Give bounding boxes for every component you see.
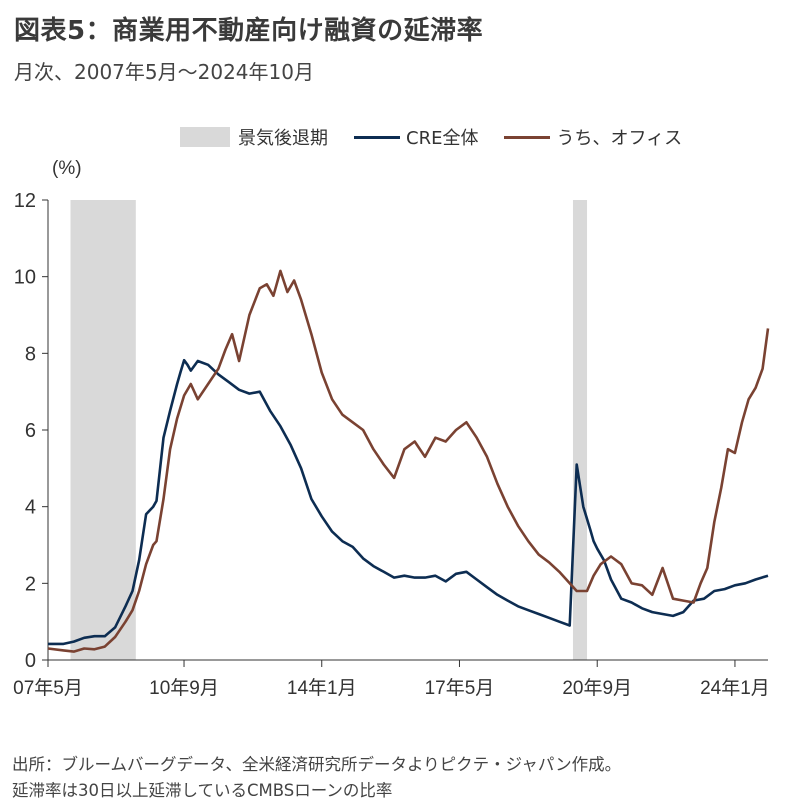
- legend-label-cre-total: CRE全体: [406, 128, 479, 149]
- legend-item-office: うち、オフィス: [504, 124, 682, 150]
- source-line-2: 延滞率は30日以上延滞しているCMBSローンの比率: [12, 781, 393, 800]
- y-tick-label-2: 2: [25, 573, 36, 595]
- source-note: 出所：ブルームバーグデータ、全米経済研究所データよりピクテ・ジャパン作成。 延滞…: [12, 752, 621, 804]
- y-tick-label-6: 6: [25, 420, 36, 442]
- y-axis-unit-label: (%): [52, 158, 82, 179]
- y-tick-label-4: 4: [25, 497, 36, 519]
- legend-label-recession: 景気後退期: [238, 128, 328, 149]
- x-tick-label-3: 14年1月: [287, 677, 357, 699]
- legend-swatch-recession: [180, 127, 230, 147]
- legend-swatch-cre-total: [354, 135, 400, 139]
- legend-item-recession: 景気後退期: [180, 124, 328, 150]
- y-tick-label-12: 12: [14, 190, 36, 212]
- series-line-cre-total: [48, 358, 769, 646]
- legend: 景気後退期 CRE全体 うち、オフィス: [180, 124, 708, 150]
- chart-title: 図表5：商業用不動産向け融資の延滞率: [14, 16, 484, 46]
- recession-band-1: [70, 200, 136, 660]
- x-tick-label-1: 07年5月: [13, 677, 83, 699]
- series-line-office: [47, 269, 770, 653]
- legend-swatch-office: [504, 135, 551, 139]
- legend-label-office: うち、オフィス: [556, 128, 683, 149]
- x-tick-label-5: 20年9月: [562, 677, 632, 699]
- recession-band-2: [572, 200, 588, 660]
- y-tick-label-0: 0: [25, 650, 36, 672]
- x-tick-label-6: 24年1月: [700, 677, 770, 699]
- line-chart: 0 2 4 6 8 10 12 (%) 07年5月 10年9月 14年1月 17年5月 20年9月 24年…: [13, 158, 770, 699]
- y-tick-label-10: 10: [14, 267, 36, 289]
- y-tick-label-8: 8: [25, 343, 36, 365]
- x-tick-label-4: 17年5月: [425, 677, 495, 699]
- x-tick-label-2: 10年9月: [149, 677, 219, 699]
- legend-item-cre-total: CRE全体: [354, 124, 478, 150]
- chart-subtitle: 月次、2007年5月～2024年10月: [14, 60, 314, 84]
- source-line-1: 出所：ブルームバーグデータ、全米経済研究所データよりピクテ・ジャパン作成。: [12, 755, 622, 774]
